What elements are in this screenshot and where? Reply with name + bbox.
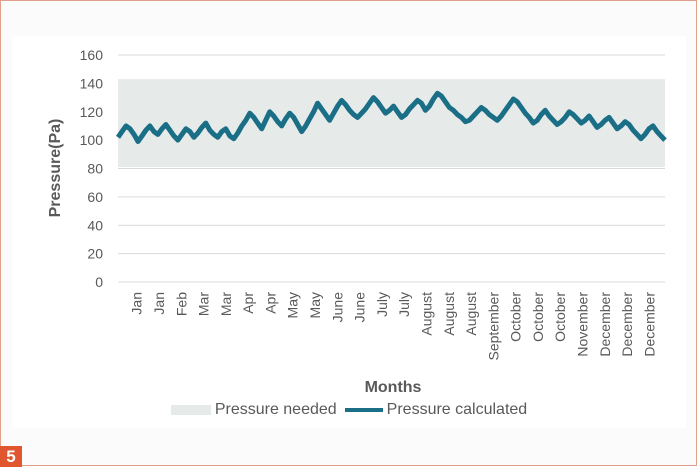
legend-item-pressure-needed: Pressure needed	[170, 401, 337, 419]
x-tick-label: August	[441, 292, 457, 336]
y-tick-label: 140	[80, 75, 104, 91]
x-axis-label: Months	[365, 379, 422, 396]
x-tick-labels: Jan Jan Feb Mar Mar Apr Apr May May June June July J…	[129, 292, 658, 361]
x-tick-label: December	[597, 292, 613, 357]
y-tick-label: 100	[80, 132, 104, 148]
y-tick-label: 160	[80, 47, 104, 63]
legend-item-pressure-calculated: Pressure calculated	[344, 401, 528, 419]
y-tick-label: 0	[95, 274, 103, 290]
x-tick-label: November	[575, 292, 591, 357]
x-tick-label: December	[619, 292, 635, 357]
x-tick-label: October	[552, 292, 568, 342]
x-tick-label: July	[374, 292, 390, 317]
x-tick-label: October	[508, 292, 524, 342]
legend-label-pressure-needed: Pressure needed	[214, 401, 337, 418]
x-tick-label: July	[396, 292, 412, 317]
y-tick-label: 40	[87, 217, 103, 233]
x-tick-label: Jan	[129, 292, 145, 315]
x-tick-label: May	[285, 292, 301, 318]
y-tick-label: 120	[80, 104, 104, 120]
x-tick-label: June	[329, 292, 345, 323]
x-tick-label: Jan	[151, 292, 167, 315]
x-tick-label: September	[485, 292, 501, 361]
x-tick-label: October	[530, 292, 546, 342]
x-tick-label: June	[352, 292, 368, 323]
x-tick-label: Feb	[173, 292, 189, 316]
x-tick-label: Apr	[240, 292, 256, 314]
y-tick-labels: 0 20 40 60 80 100 120 140 160	[80, 47, 104, 290]
pressure-needed-band	[118, 79, 665, 168]
x-tick-label: August	[418, 292, 434, 336]
legend-swatch-band	[170, 405, 211, 415]
x-tick-label: Mar	[218, 292, 234, 316]
pressure-calculated-line	[115, 90, 667, 144]
legend: Pressure needed Pressure calculated	[0, 399, 698, 421]
pressure-calculated-series	[115, 90, 667, 144]
y-tick-label: 60	[87, 189, 103, 205]
y-axis-label: Pressure(Pa)	[47, 119, 64, 218]
pressure-needed-area	[118, 79, 665, 168]
legend-label-pressure-calculated: Pressure calculated	[386, 401, 528, 418]
figure-number-badge: 5	[0, 446, 22, 467]
x-tick-label: May	[307, 292, 323, 318]
x-tick-label: Mar	[196, 292, 212, 316]
x-tick-label: Apr	[262, 292, 278, 314]
x-tick-label: December	[641, 292, 657, 357]
y-tick-label: 80	[87, 161, 103, 177]
legend-swatch-line	[344, 408, 383, 412]
y-tick-label: 20	[87, 246, 103, 262]
x-tick-label: August	[463, 292, 479, 336]
